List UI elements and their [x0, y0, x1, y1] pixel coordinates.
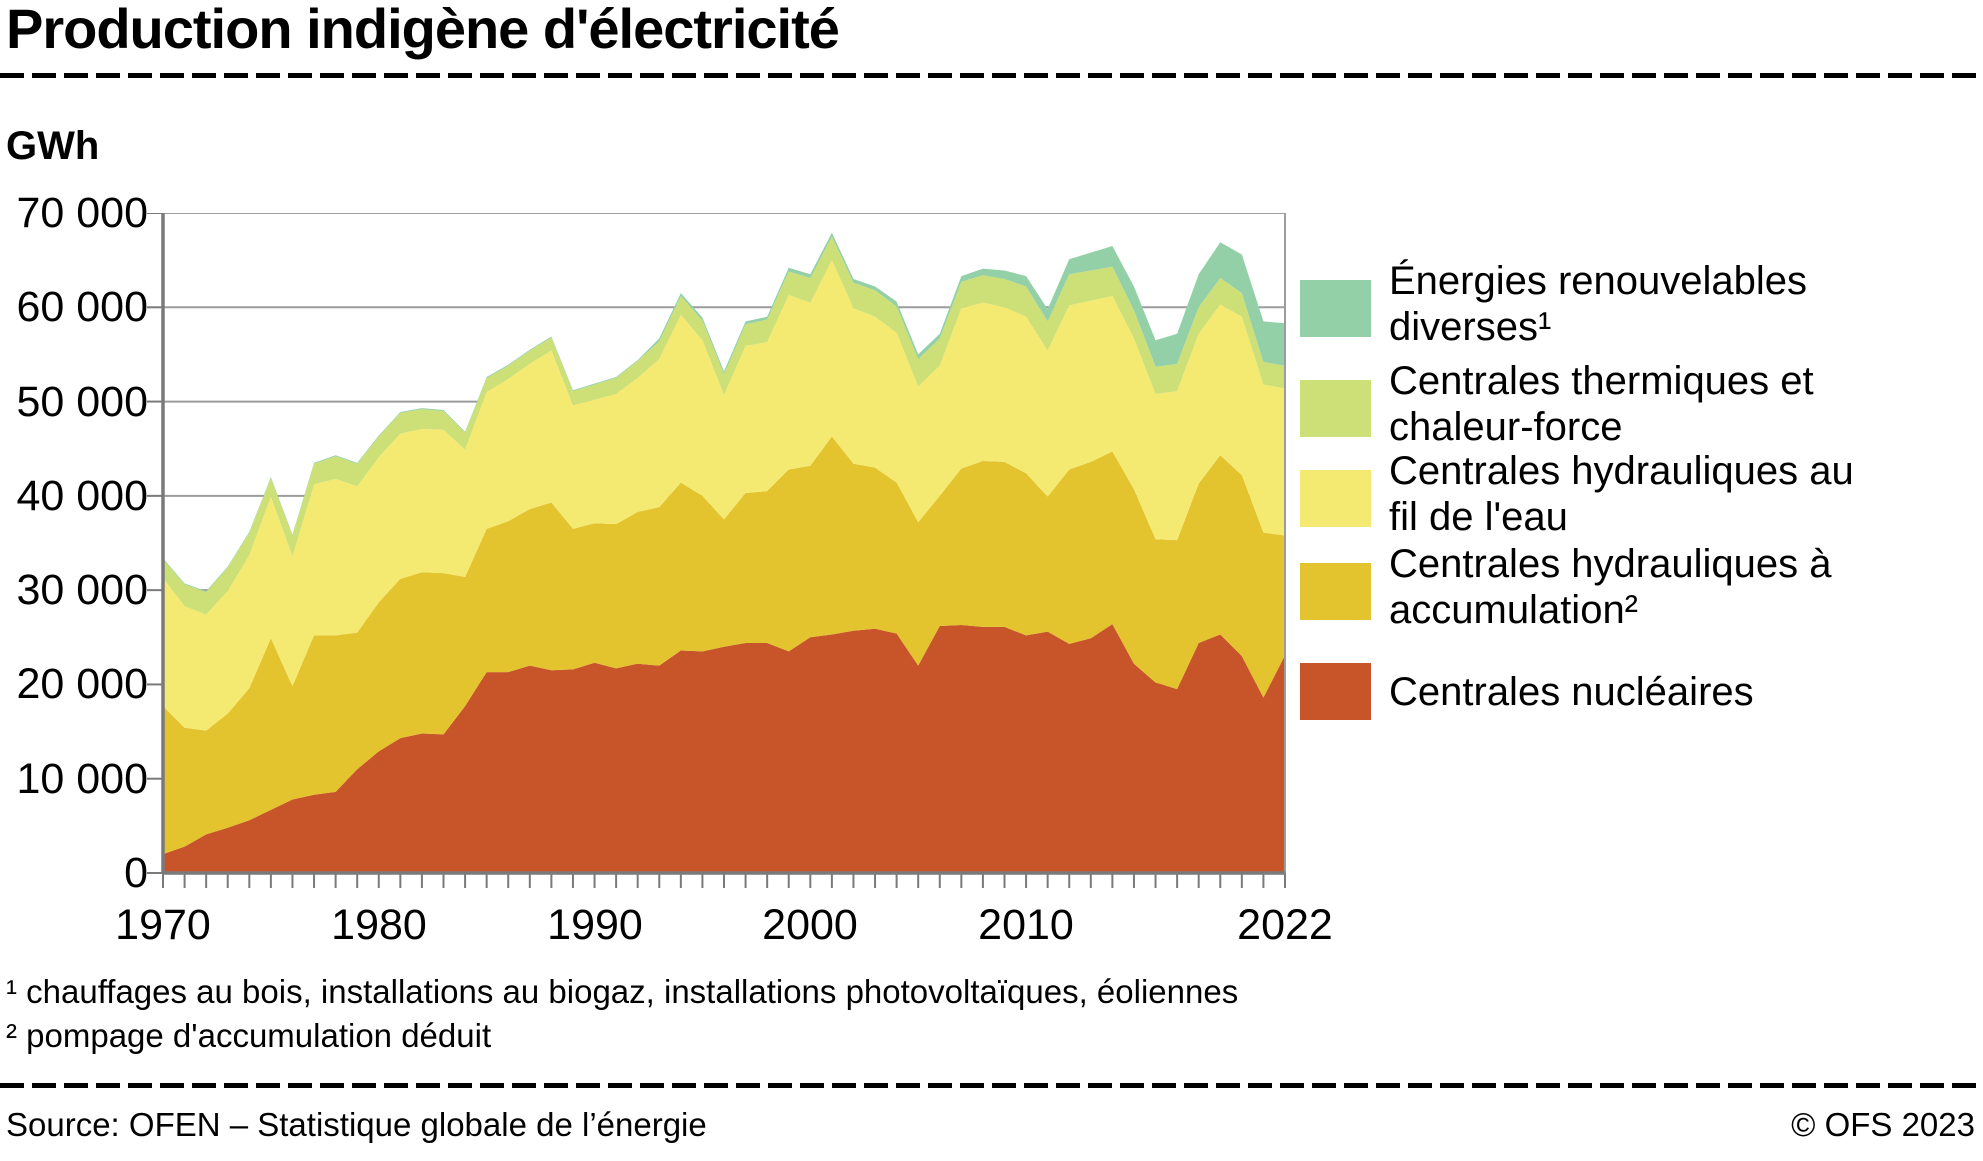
y-axis-label-10000: 10 000	[16, 755, 148, 803]
footer-divider	[0, 1083, 1983, 1088]
page-title: Production indigène d'électricité	[6, 0, 840, 60]
legend-swatch-renouvelables	[1300, 280, 1371, 337]
y-axis-unit-label: GWh	[6, 124, 100, 168]
copyright-text: © OFS 2023	[1791, 1106, 1975, 1143]
y-axis-label-70000: 70 000	[16, 189, 148, 237]
legend-label: Centrales hydrauliques au fil de l'eau	[1389, 449, 1854, 539]
legend-swatch-fil-de-leau	[1300, 470, 1371, 527]
y-axis-label-60000: 60 000	[16, 283, 148, 331]
legend-label: Centrales thermiques et chaleur-force	[1389, 359, 1814, 449]
y-axis-label-20000: 20 000	[16, 660, 148, 708]
y-axis-label-50000: 50 000	[16, 378, 148, 426]
legend-label: Centrales hydrauliques à accumulation²	[1389, 542, 1832, 632]
x-axis-label-1980: 1980	[331, 901, 427, 949]
stacked-area-chart	[143, 212, 1305, 893]
legend-swatch-accumulation	[1300, 563, 1371, 620]
title-divider	[0, 73, 1983, 78]
footnote-1: ¹ chauffages au bois, installations au b…	[6, 973, 1239, 1010]
x-axis-label-2022: 2022	[1237, 901, 1333, 949]
footnote-2: ² pompage d'accumulation déduit	[6, 1017, 492, 1054]
y-axis-label-30000: 30 000	[16, 566, 148, 614]
x-axis-label-2000: 2000	[762, 901, 858, 949]
legend-label: Centrales nucléaires	[1389, 670, 1754, 714]
source-text: Source: OFEN – Statistique globale de l’…	[6, 1106, 707, 1143]
legend-swatch-thermiques	[1300, 380, 1371, 437]
y-axis-label-0: 0	[124, 849, 148, 897]
y-axis-label-40000: 40 000	[16, 472, 148, 520]
x-axis-label-1990: 1990	[547, 901, 643, 949]
x-axis-label-1970: 1970	[115, 901, 211, 949]
legend-label: Énergies renouvelables diverses¹	[1389, 259, 1808, 349]
x-axis-label-2010: 2010	[978, 901, 1074, 949]
legend-swatch-nucleaires	[1300, 663, 1371, 720]
chart-canvas	[147, 212, 1286, 888]
